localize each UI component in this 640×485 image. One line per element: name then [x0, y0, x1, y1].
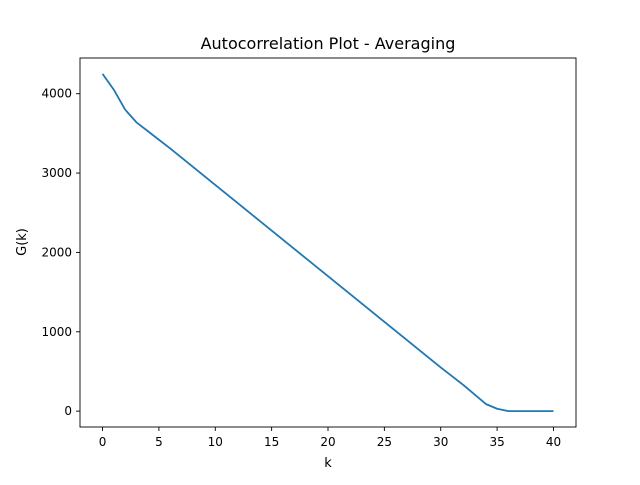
x-tick-label: 40 — [546, 435, 561, 449]
x-axis-ticks: 0 5 10 15 20 25 30 35 40 — [99, 427, 561, 449]
y-tick-label: 1000 — [41, 325, 72, 339]
x-tick-label: 35 — [489, 435, 504, 449]
y-axis-label: G(k) — [15, 228, 30, 256]
x-tick-label: 0 — [99, 435, 107, 449]
y-tick-label: 3000 — [41, 166, 72, 180]
x-tick-label: 30 — [433, 435, 448, 449]
x-tick-label: 25 — [377, 435, 392, 449]
x-tick-label: 20 — [320, 435, 335, 449]
y-tick-label: 0 — [64, 404, 72, 418]
plot-frame — [79, 57, 577, 428]
y-tick-label: 4000 — [41, 87, 72, 101]
plot-background — [80, 58, 576, 427]
chart-title: Autocorrelation Plot - Averaging — [201, 34, 456, 53]
y-axis-ticks: 0 1000 2000 3000 4000 — [41, 87, 80, 418]
y-tick-label: 2000 — [41, 245, 72, 259]
x-axis-label: k — [324, 456, 332, 471]
x-tick-label: 10 — [208, 435, 223, 449]
series-line — [101, 73, 554, 413]
x-tick-label: 15 — [264, 435, 279, 449]
x-tick-label: 5 — [155, 435, 163, 449]
